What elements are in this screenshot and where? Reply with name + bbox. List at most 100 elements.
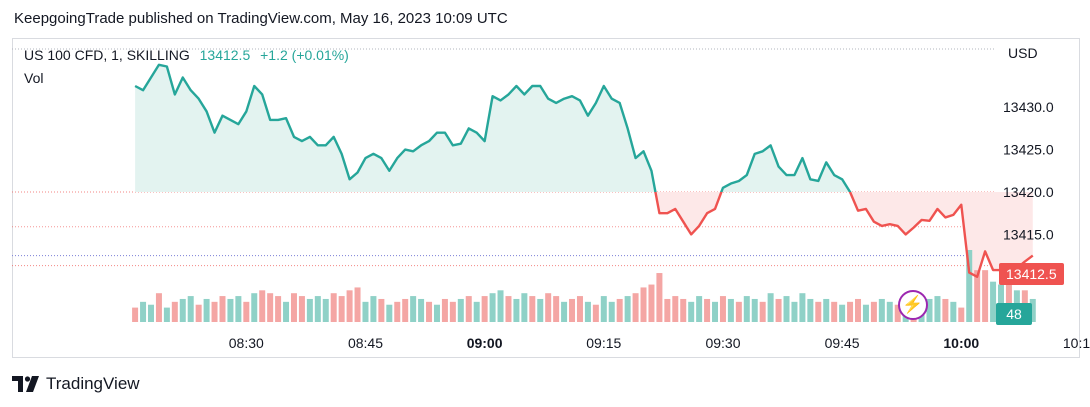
volume-bar (163, 307, 170, 322)
volume-bar (680, 298, 687, 322)
symbol-legend[interactable]: US 100 CFD, 1, SKILLING 13412.5 +1.2 (+0… (24, 47, 349, 63)
volume-bar (775, 298, 782, 322)
volume-bar (624, 296, 631, 322)
volume-bar (767, 293, 774, 322)
volume-bar (259, 290, 266, 322)
volume-bar (727, 298, 734, 322)
volume-bar (362, 301, 369, 322)
volume-bar (759, 301, 766, 322)
volume-bar (886, 301, 893, 322)
volume-bar (934, 296, 941, 322)
x-tick-label: 10:00 (943, 335, 979, 351)
volume-bar (1029, 298, 1036, 322)
volume-bar (616, 298, 623, 322)
volume-bar (243, 301, 250, 322)
volume-bar (664, 298, 671, 322)
x-tick-label: 09:15 (586, 335, 621, 351)
volume-bar (338, 296, 345, 322)
chart-frame (12, 38, 1080, 358)
volume-bar (433, 304, 440, 322)
volume-bar (608, 301, 615, 322)
volume-legend[interactable]: Vol (24, 70, 44, 86)
volume-bar (211, 301, 218, 322)
volume-bar (870, 301, 877, 322)
volume-bar (346, 290, 353, 322)
volume-bar (378, 298, 385, 322)
currency-label[interactable]: USD (1008, 45, 1038, 61)
volume-bar (314, 296, 321, 322)
volume-bar (251, 293, 258, 322)
volume-bar (656, 273, 663, 322)
volume-bar (839, 304, 846, 322)
volume-bar (386, 304, 393, 322)
volume-bar (298, 296, 305, 322)
volume-bar (195, 304, 202, 322)
volume-bar (712, 301, 719, 322)
lightning-icon[interactable]: ⚡ (898, 290, 928, 320)
volume-bar (441, 298, 448, 322)
volume-bar (688, 301, 695, 322)
tradingview-logo-icon (12, 376, 39, 392)
volume-bar (513, 298, 520, 322)
volume-bar (561, 301, 568, 322)
volume-bar (283, 301, 290, 322)
volume-bar (831, 301, 838, 322)
area-fill-layer (135, 64, 1033, 277)
footer: TradingView (12, 374, 140, 394)
volume-bar (418, 298, 425, 322)
x-tick-label: 08:45 (348, 335, 383, 351)
volume-bar (632, 293, 639, 322)
volume-bar (735, 301, 742, 322)
volume-bar (926, 298, 933, 322)
volume-bar (426, 301, 433, 322)
volume-bar (267, 293, 274, 322)
volume-bar (481, 296, 488, 322)
volume-bar (147, 304, 154, 322)
volume-bar (545, 293, 552, 322)
volume-bar (640, 287, 647, 322)
volume-bar (402, 298, 409, 322)
y-tick-label: 13415.0 (1003, 226, 1054, 242)
volume-bar (982, 270, 989, 322)
volume-bar (179, 298, 186, 322)
volume-bar (600, 296, 607, 322)
tradingview-brand: TradingView (46, 374, 140, 393)
volume-bar (894, 304, 901, 322)
x-tick-label: 09:00 (467, 335, 503, 351)
x-tick-label: 09:45 (825, 335, 860, 351)
volume-bar (815, 301, 822, 322)
volume-bar (521, 293, 528, 322)
volume-bar (648, 284, 655, 322)
volume-bar (529, 296, 536, 322)
volume-bar (275, 296, 282, 322)
area-fill-below (135, 192, 1033, 277)
volume-bar (497, 290, 504, 322)
y-tick-label: 13420.0 (1003, 184, 1054, 200)
volume-bar (719, 296, 726, 322)
volume-bar (791, 301, 798, 322)
price-line-below (654, 192, 1034, 278)
volume-bar (751, 298, 758, 322)
volume-bar (394, 301, 401, 322)
volume-bar (187, 296, 194, 322)
volume-bar (958, 307, 965, 322)
volume-bar (473, 301, 480, 322)
volume-bar (354, 287, 361, 322)
volume-bar (322, 298, 329, 322)
volume-bar (704, 298, 711, 322)
x-tick-label: 10:15 (1063, 335, 1090, 351)
volume-bar (950, 301, 957, 322)
volume-bar (203, 298, 210, 322)
price-line-layer (134, 63, 1034, 278)
volume-bar (553, 296, 560, 322)
x-tick-label: 08:30 (229, 335, 264, 351)
symbol-change: +1.2 (+0.01%) (260, 47, 349, 63)
volume-bar (672, 296, 679, 322)
volume-bar (569, 298, 576, 322)
volume-bar (974, 270, 981, 322)
volume-bar (132, 307, 139, 322)
volume-bar (290, 293, 297, 322)
y-tick-label: 13425.0 (1003, 142, 1054, 158)
volume-bar (489, 293, 496, 322)
volume-bar (171, 301, 178, 322)
